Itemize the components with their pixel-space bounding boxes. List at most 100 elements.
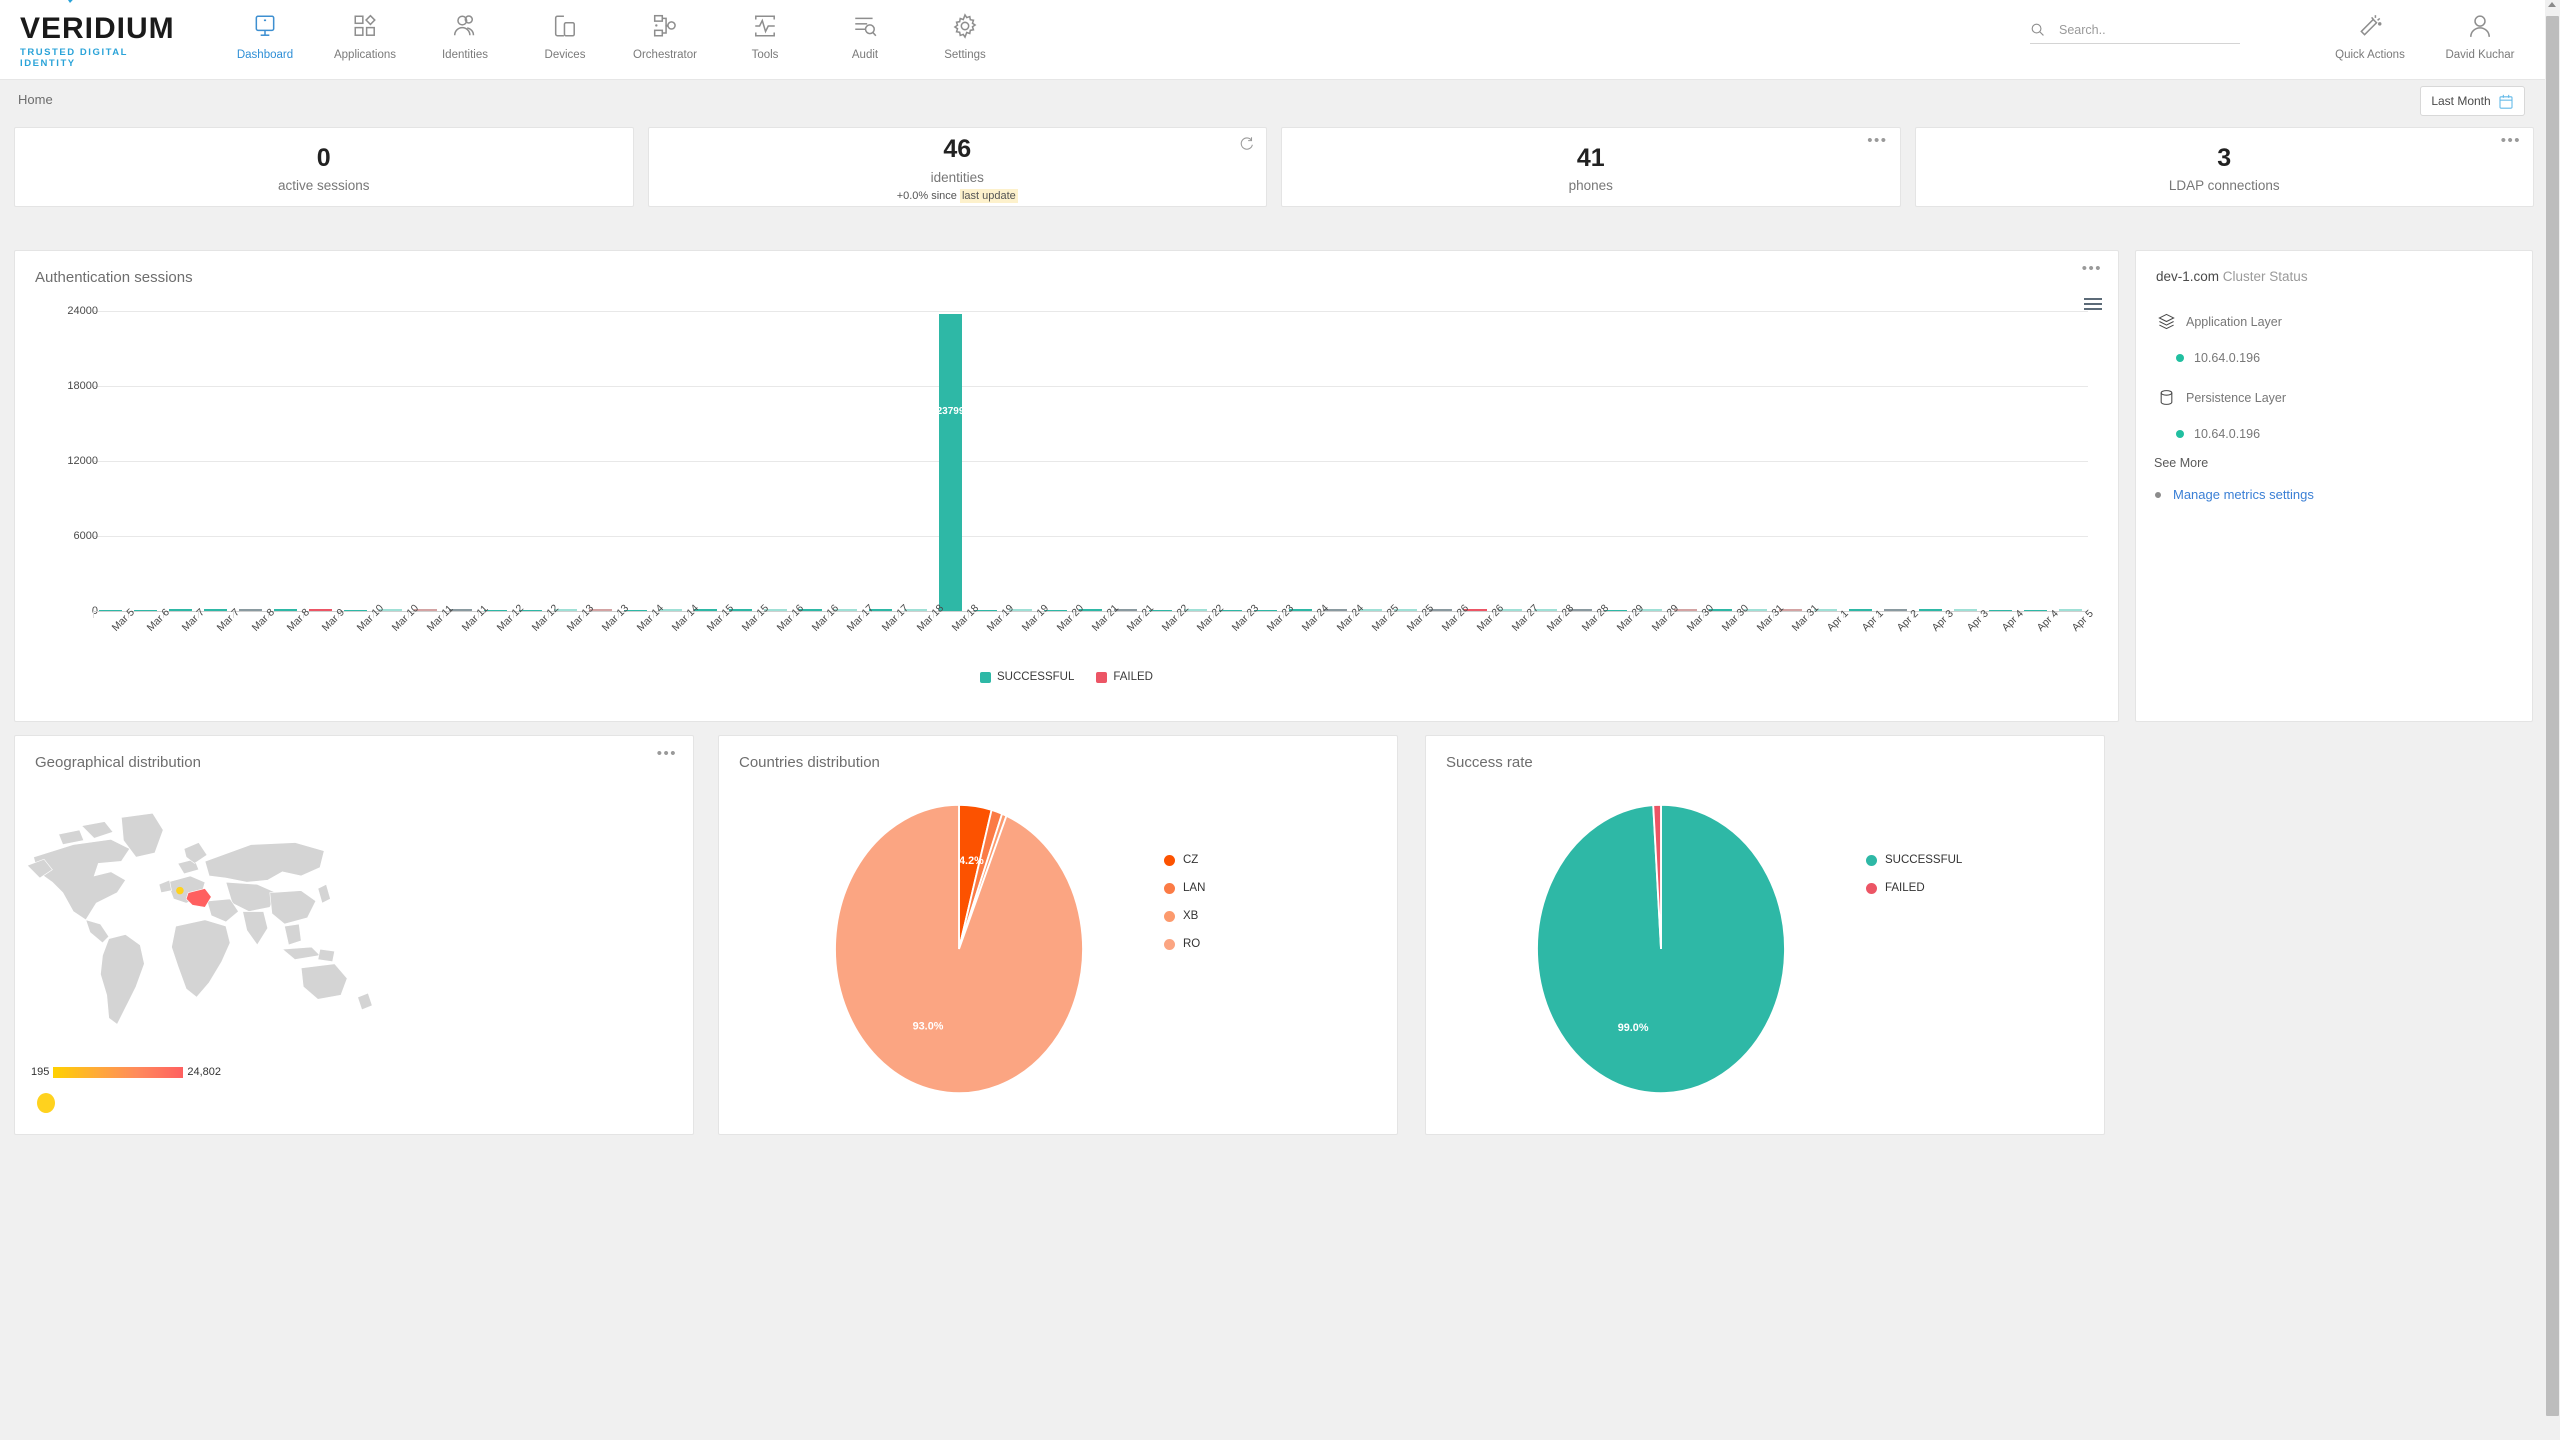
chart-bar-slot[interactable] — [618, 311, 653, 611]
chart-bar[interactable] — [1744, 608, 1767, 611]
chart-bar[interactable] — [1394, 608, 1417, 611]
nav-item-orchestrator[interactable]: Orchestrator — [615, 4, 715, 63]
chart-bar[interactable] — [624, 609, 647, 611]
chart-bar-slot[interactable] — [583, 311, 618, 611]
chart-bar-slot[interactable] — [233, 311, 268, 611]
chart-bar-slot[interactable] — [338, 311, 373, 611]
chart-bar[interactable] — [1464, 608, 1487, 611]
legend-item-successful[interactable]: SUCCESSFUL — [980, 671, 1074, 683]
cluster-node-persist-1[interactable]: 10.64.0.196 — [2176, 427, 2260, 441]
nav-item-settings[interactable]: Settings — [915, 4, 1015, 63]
manage-metrics-settings-link[interactable]: Manage metrics settings — [2173, 487, 2314, 502]
chart-bar-slot[interactable] — [1983, 311, 2018, 611]
chart-bar[interactable] — [1009, 608, 1032, 611]
chart-bar[interactable] — [1849, 608, 1872, 611]
chart-bar-slot[interactable] — [1458, 311, 1493, 611]
date-range-selector[interactable]: Last Month — [2420, 86, 2525, 116]
chart-bar-slot[interactable] — [863, 311, 898, 611]
chart-bar-slot[interactable] — [758, 311, 793, 611]
success-rate-pie-chart[interactable]: 99.0% — [1506, 794, 1816, 1104]
chart-bar[interactable] — [519, 609, 542, 611]
search-input[interactable] — [2059, 22, 2209, 37]
chart-bar[interactable] — [659, 608, 682, 611]
chart-bar-slot[interactable] — [163, 311, 198, 611]
chart-bar[interactable] — [1534, 608, 1557, 611]
chart-bar[interactable] — [379, 608, 402, 611]
chart-bar[interactable] — [764, 608, 787, 611]
cluster-node-app-1[interactable]: 10.64.0.196 — [2176, 351, 2260, 365]
chart-bar-slot[interactable] — [793, 311, 828, 611]
chart-bar[interactable] — [1674, 608, 1697, 611]
nav-item-devices[interactable]: Devices — [515, 4, 615, 63]
world-map[interactable] — [21, 798, 481, 1048]
chart-bar[interactable] — [694, 608, 717, 611]
chart-bar[interactable] — [1604, 609, 1627, 611]
chart-bar-slot[interactable] — [1423, 311, 1458, 611]
scrollbar-thumb[interactable] — [2546, 16, 2559, 1416]
chart-bar[interactable] — [1219, 609, 1242, 611]
chart-bar-slot[interactable] — [128, 311, 163, 611]
chart-bar-slot[interactable] — [1878, 311, 1913, 611]
hamburger-menu-icon[interactable] — [2084, 297, 2102, 311]
cluster-layer-persistence[interactable]: Persistence Layer — [2158, 389, 2286, 406]
chart-bar-slot[interactable] — [1808, 311, 1843, 611]
chart-bar[interactable]: 23799 — [937, 313, 964, 611]
nav-item-audit[interactable]: Audit — [815, 4, 915, 63]
chart-bar[interactable] — [869, 608, 892, 611]
chart-bar-slot[interactable] — [723, 311, 758, 611]
chart-bar-slot[interactable] — [1528, 311, 1563, 611]
chart-bar[interactable] — [1989, 609, 2012, 611]
nav-item-identities[interactable]: Identities — [415, 4, 515, 63]
chart-bar-slot[interactable] — [1283, 311, 1318, 611]
chart-bar[interactable] — [1954, 608, 1977, 611]
chart-bar-slot[interactable] — [548, 311, 583, 611]
chart-bar-slot[interactable] — [268, 311, 303, 611]
chart-bar-slot[interactable] — [1563, 311, 1598, 611]
chart-bar[interactable] — [1499, 608, 1522, 611]
chart-bar-slot[interactable] — [1003, 311, 1038, 611]
chart-bar[interactable] — [309, 608, 332, 611]
chart-bar-slot[interactable] — [443, 311, 478, 611]
chart-bar-slot[interactable] — [1493, 311, 1528, 611]
chart-bar-slot[interactable] — [1388, 311, 1423, 611]
chart-bar-slot[interactable]: 23799 — [933, 311, 968, 611]
chart-bar[interactable] — [1779, 608, 1802, 611]
chart-bar[interactable] — [974, 609, 997, 611]
chart-bar[interactable] — [1884, 608, 1907, 611]
ellipsis-icon[interactable]: ••• — [1867, 132, 1888, 149]
chart-bar-slot[interactable] — [1143, 311, 1178, 611]
chart-bar[interactable] — [1569, 608, 1592, 611]
pie-legend-item[interactable]: FAILED — [1866, 882, 1962, 894]
chart-bar[interactable] — [414, 608, 437, 611]
chart-bar-slot[interactable] — [688, 311, 723, 611]
chart-bar-slot[interactable] — [1248, 311, 1283, 611]
see-more-link[interactable]: See More — [2154, 456, 2209, 470]
chart-bar-slot[interactable] — [1318, 311, 1353, 611]
user-profile-button[interactable]: David Kuchar — [2425, 4, 2535, 61]
chart-bar-slot[interactable] — [373, 311, 408, 611]
chart-bar[interactable] — [1289, 608, 1312, 611]
chart-bar-slot[interactable] — [653, 311, 688, 611]
chart-bar[interactable] — [554, 608, 577, 611]
chart-bar-slot[interactable] — [828, 311, 863, 611]
chart-bar[interactable] — [1709, 608, 1732, 611]
chart-bar[interactable] — [1184, 608, 1207, 611]
chart-bar[interactable] — [834, 608, 857, 611]
chart-bar[interactable] — [1079, 608, 1102, 611]
chart-bar[interactable] — [1114, 608, 1137, 611]
ellipsis-icon[interactable]: ••• — [2081, 260, 2102, 277]
chart-bar[interactable] — [449, 608, 472, 611]
chart-bar-slot[interactable] — [408, 311, 443, 611]
chart-bar[interactable] — [1359, 608, 1382, 611]
chart-bar[interactable] — [799, 608, 822, 611]
chart-bar[interactable] — [904, 608, 927, 611]
cluster-layer-application[interactable]: Application Layer — [2158, 313, 2282, 330]
chart-bar[interactable] — [344, 609, 367, 611]
chart-bar[interactable] — [239, 608, 262, 611]
chart-bar-slot[interactable] — [93, 311, 128, 611]
chart-bar-slot[interactable] — [1353, 311, 1388, 611]
refresh-icon[interactable] — [1239, 136, 1254, 151]
chart-bar[interactable] — [484, 609, 507, 611]
pie-legend-item[interactable]: SUCCESSFUL — [1866, 854, 1962, 866]
pie-slice[interactable] — [1652, 803, 1662, 950]
